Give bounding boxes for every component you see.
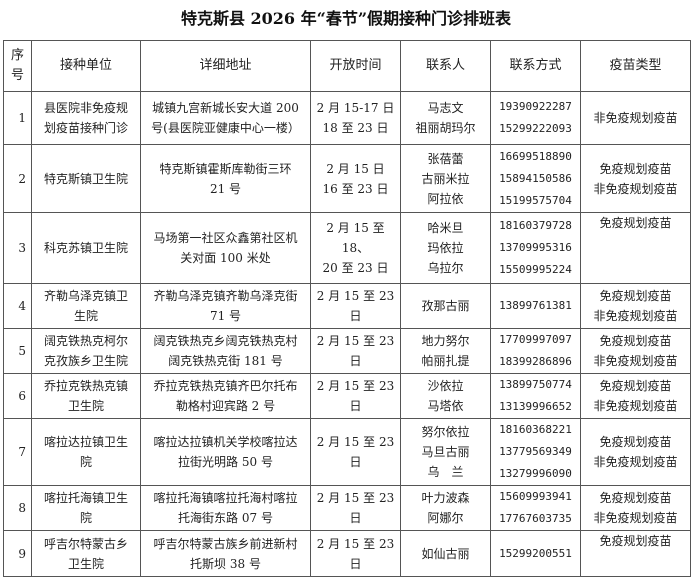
cell-contacts: 沙依拉 马塔依 — [400, 373, 491, 419]
cell-contacts: 孜那古丽 — [400, 283, 491, 329]
cell-no: 1 — [3, 91, 32, 145]
header-contact: 联系人 — [400, 40, 491, 92]
cell-vaccine: 免疫规划疫苗 非免疫规划疫苗 — [580, 418, 691, 486]
cell-vaccine: 免疫规划疫苗 非免疫规划疫苗 — [580, 485, 691, 531]
cell-time: 2 月 15 至 23 日 — [310, 373, 401, 419]
cell-phones: 18160368221 13779569349 13279996090 — [490, 418, 581, 486]
cell-no: 4 — [3, 283, 32, 329]
cell-time: 2 月 15 至 18、 20 至 23 日 — [310, 212, 401, 284]
cell-address: 喀拉托海镇喀拉托海村喀拉 托海街东路 07 号 — [140, 485, 311, 531]
cell-unit: 阔克铁热克柯尔 克孜族乡卫生院 — [31, 328, 141, 374]
cell-phones: 13899750774 13139996652 — [490, 373, 581, 419]
table-row: 1 县医院非免疫规 划疫苗接种门诊 城镇九宫新城长安大道 200 号(县医院亚健康中… — [3, 91, 691, 145]
header-time: 开放时间 — [310, 40, 401, 92]
cell-vaccine: 免疫规划疫苗 非免疫规划疫苗 — [580, 328, 691, 374]
page-title: 特克斯县 2026 年“春节”假期接种门诊排班表 — [180, 9, 512, 28]
table-row: 5 阔克铁热克柯尔 克孜族乡卫生院 阔克铁热克乡阔克铁热克村 阔克铁热克街 181 … — [3, 328, 691, 374]
cell-vaccine: 免疫规划疫苗 非免疫规划疫苗 — [580, 373, 691, 419]
header-address: 详细地址 — [140, 40, 311, 92]
cell-address: 呼吉尔特蒙古族乡前进新村 托斯坝 38 号 — [140, 530, 311, 577]
cell-contacts: 地力努尔 帕丽扎提 — [400, 328, 491, 374]
cell-phones: 13899761381 — [490, 283, 581, 329]
cell-time: 2 月 15-17 日 18 至 23 日 — [310, 91, 401, 145]
cell-no: 6 — [3, 373, 32, 419]
cell-unit: 喀拉托海镇卫生 院 — [31, 485, 141, 531]
cell-time: 2 月 15 至 23 日 — [310, 328, 401, 374]
cell-phones: 15609993941 17767603735 — [490, 485, 581, 531]
cell-no: 7 — [3, 418, 32, 486]
cell-unit: 呼吉尔特蒙古乡 卫生院 — [31, 530, 141, 577]
cell-no: 3 — [3, 212, 32, 284]
cell-address: 特克斯镇霍斯库勒街三环 21 号 — [140, 144, 311, 213]
cell-unit: 科克苏镇卫生院 — [31, 212, 141, 284]
cell-unit: 县医院非免疫规 划疫苗接种门诊 — [31, 91, 141, 145]
cell-vaccine: 免疫规划疫苗 — [580, 530, 691, 577]
cell-phones: 16699518890 15894150586 15199575704 — [490, 144, 581, 213]
cell-address: 齐勒乌泽克镇齐勒乌泽克街 71 号 — [140, 283, 311, 329]
cell-contacts: 努尔依拉 马旦古丽 乌 兰 — [400, 418, 491, 486]
cell-contacts: 叶力波森 阿娜尔 — [400, 485, 491, 531]
cell-no: 5 — [3, 328, 32, 374]
cell-no: 8 — [3, 485, 32, 531]
table-row: 3 科克苏镇卫生院 马场第一社区众鑫第社区机 关对面 100 米处 2 月 15 至 … — [3, 212, 691, 284]
cell-address: 乔拉克铁热克镇齐巴尔托布 勒格村迎宾路 2 号 — [140, 373, 311, 419]
cell-contacts: 如仙古丽 — [400, 530, 491, 577]
cell-time: 2 月 15 至 23 日 — [310, 418, 401, 486]
cell-contacts: 哈米旦 玛依拉 乌拉尔 — [400, 212, 491, 284]
cell-time: 2 月 15 至 23 日 — [310, 283, 401, 329]
cell-contacts: 张蓓蕾 古丽米拉 阿拉依 — [400, 144, 491, 213]
cell-vaccine: 非免疫规划疫苗 — [580, 91, 691, 145]
cell-phones: 17709997097 18399286896 — [490, 328, 581, 374]
cell-address: 城镇九宫新城长安大道 200 号(县医院亚健康中心一楼） — [140, 91, 311, 145]
cell-address: 喀拉达拉镇机关学校喀拉达 拉街光明路 50 号 — [140, 418, 311, 486]
cell-time: 2 月 15 日 16 至 23 日 — [310, 144, 401, 213]
cell-vaccine: 免疫规划疫苗 非免疫规划疫苗 — [580, 283, 691, 329]
header-phone: 联系方式 — [490, 40, 581, 92]
cell-phones: 19390922287 15299222093 — [490, 91, 581, 145]
table-header-row: 序 号接种单位 详细地址 开放时间 联系人 联系方式 疫苗类型 — [3, 40, 691, 92]
header-index: 序 号 — [3, 40, 32, 92]
header-unit: 接种单位 — [31, 40, 141, 92]
cell-time: 2 月 15 至 23 日 — [310, 530, 401, 577]
cell-phones: 15299200551 — [490, 530, 581, 577]
cell-unit: 特克斯镇卫生院 — [31, 144, 141, 213]
cell-unit: 乔拉克铁热克镇 卫生院 — [31, 373, 141, 419]
cell-no: 9 — [3, 530, 32, 577]
header-vaccine-type: 疫苗类型 — [580, 40, 691, 92]
cell-unit: 喀拉达拉镇卫生 院 — [31, 418, 141, 486]
schedule-table: 序 号接种单位 详细地址 开放时间 联系人 联系方式 疫苗类型 1 县医院非免疫规 划疫苗接… — [3, 40, 691, 577]
cell-vaccine: 免疫规划疫苗 — [580, 212, 691, 284]
cell-address: 阔克铁热克乡阔克铁热克村 阔克铁热克街 181 号 — [140, 328, 311, 374]
cell-contacts: 马志文 祖丽胡玛尔 — [400, 91, 491, 145]
cell-vaccine: 免疫规划疫苗 非免疫规划疫苗 — [580, 144, 691, 213]
cell-time: 2 月 15 至 23 日 — [310, 485, 401, 531]
cell-phones: 18160379728 13709995316 15509995224 — [490, 212, 581, 284]
cell-address: 马场第一社区众鑫第社区机 关对面 100 米处 — [140, 212, 311, 284]
cell-unit: 齐勒乌泽克镇卫 生院 — [31, 283, 141, 329]
cell-no: 2 — [3, 144, 32, 213]
